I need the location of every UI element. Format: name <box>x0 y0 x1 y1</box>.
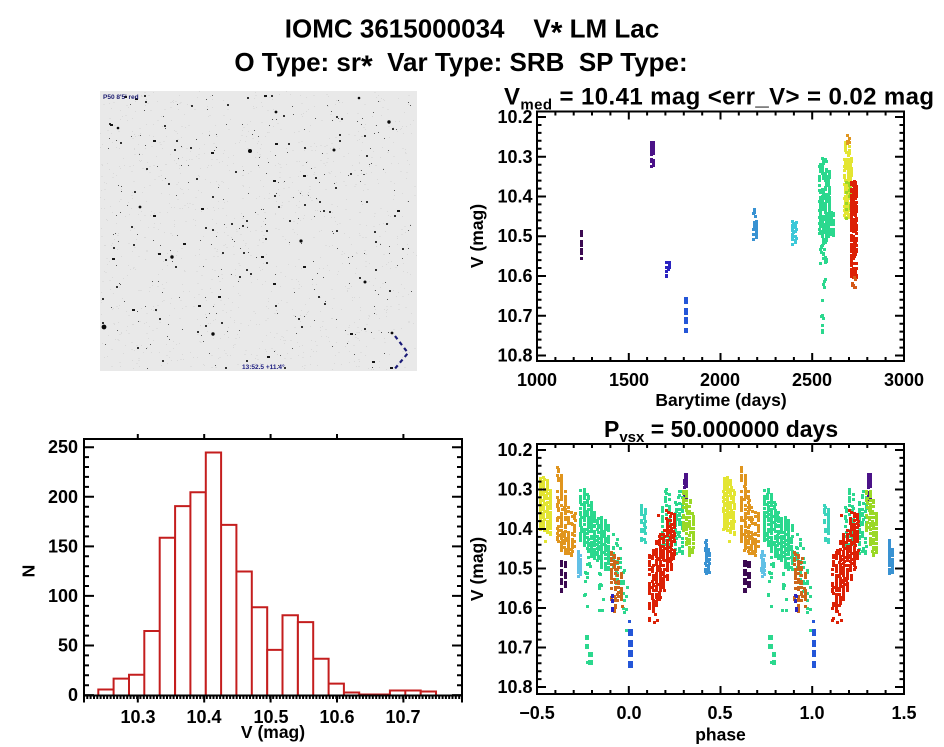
svg-text:10.4: 10.4 <box>497 187 532 207</box>
svg-text:10.5: 10.5 <box>497 559 532 579</box>
svg-text:1.5: 1.5 <box>891 703 916 723</box>
svg-text:10.7: 10.7 <box>497 638 532 658</box>
svg-text:10.2: 10.2 <box>497 107 532 127</box>
svg-text:10.8: 10.8 <box>497 346 532 366</box>
svg-text:3000: 3000 <box>884 370 924 390</box>
svg-text:0.0: 0.0 <box>616 703 641 723</box>
svg-text:0.5: 0.5 <box>707 703 732 723</box>
svg-text:phase: phase <box>695 725 746 745</box>
svg-text:V (mag): V (mag) <box>467 537 487 601</box>
svg-text:10.7: 10.7 <box>497 306 532 326</box>
svg-text:V (mag): V (mag) <box>467 204 487 268</box>
svg-text:50: 50 <box>58 636 78 656</box>
svg-text:10.6: 10.6 <box>319 707 354 727</box>
svg-text:−0.5: −0.5 <box>519 703 555 723</box>
svg-text:10.5: 10.5 <box>253 707 288 727</box>
svg-text:Vmed = 10.41 mag <err_V> = 0.0: Vmed = 10.41 mag <err_V> = 0.02 mag <box>504 84 934 114</box>
svg-text:100: 100 <box>48 586 78 606</box>
svg-text:V (mag): V (mag) <box>241 722 305 742</box>
svg-text:10.6: 10.6 <box>497 266 532 286</box>
svg-text:2000: 2000 <box>700 370 740 390</box>
svg-text:150: 150 <box>48 536 78 556</box>
svg-text:10.3: 10.3 <box>497 480 532 500</box>
svg-text:10.4: 10.4 <box>497 519 532 539</box>
svg-text:P50 8'5' red: P50 8'5' red <box>103 94 139 101</box>
svg-text:10.3: 10.3 <box>497 147 532 167</box>
svg-text:13:52.5 +11.4°: 13:52.5 +11.4° <box>242 363 285 371</box>
svg-text:N: N <box>19 565 39 578</box>
svg-text:0: 0 <box>68 685 78 705</box>
svg-text:1.0: 1.0 <box>799 703 824 723</box>
svg-text:1500: 1500 <box>609 370 649 390</box>
svg-text:250: 250 <box>48 437 78 457</box>
svg-text:10.6: 10.6 <box>497 598 532 618</box>
svg-text:10.2: 10.2 <box>497 440 532 460</box>
svg-text:10.8: 10.8 <box>497 677 532 697</box>
svg-text:10.7: 10.7 <box>385 707 420 727</box>
svg-text:2500: 2500 <box>792 370 832 390</box>
svg-text:200: 200 <box>48 487 78 507</box>
svg-text:Barytime (days): Barytime (days) <box>655 390 786 410</box>
svg-text:10.3: 10.3 <box>120 707 155 727</box>
svg-text:1000: 1000 <box>517 370 557 390</box>
svg-text:10.4: 10.4 <box>186 707 221 727</box>
svg-text:10.5: 10.5 <box>497 226 532 246</box>
